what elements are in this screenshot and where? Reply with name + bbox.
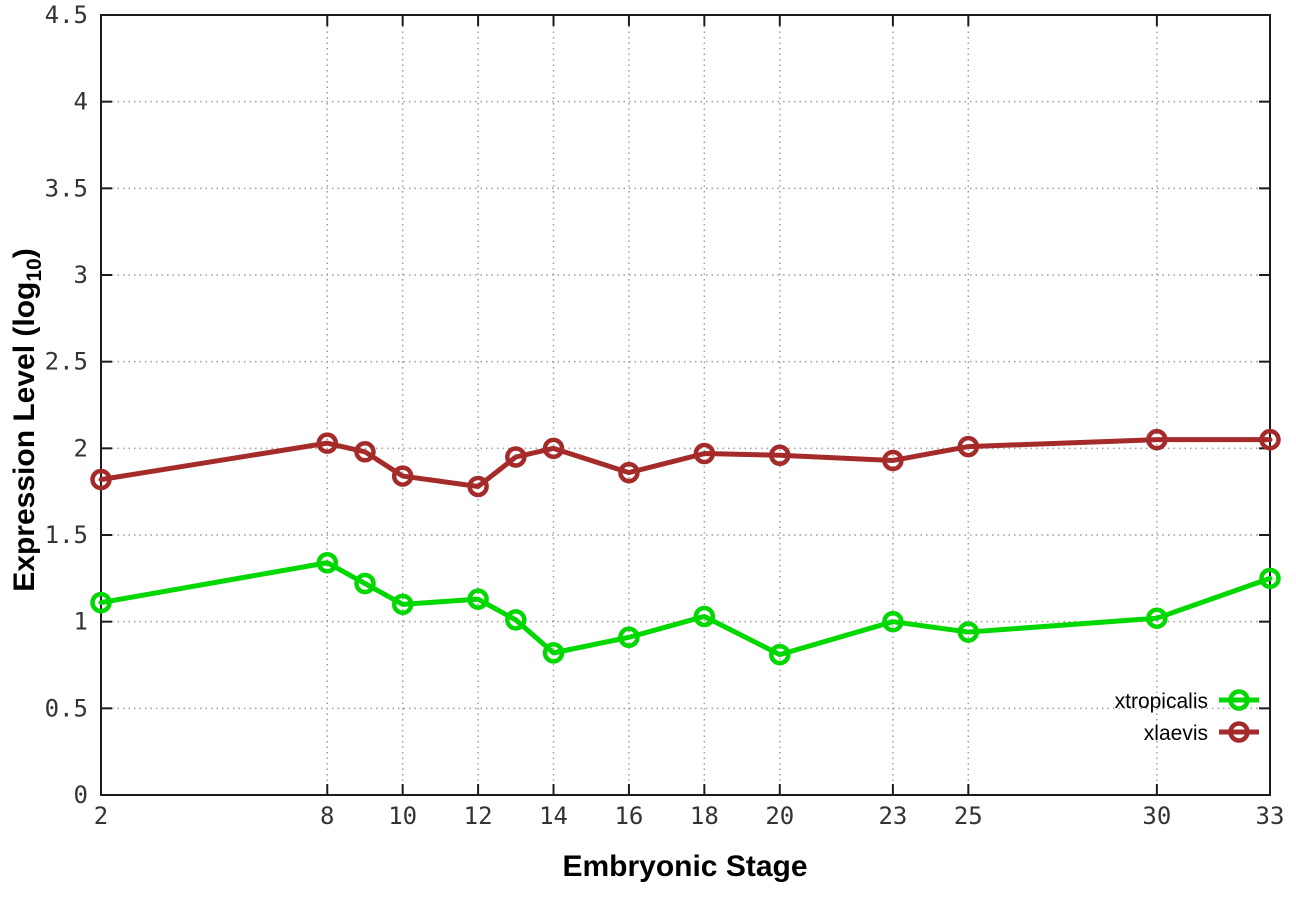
x-tick-label: 20 (765, 802, 794, 830)
data-point-xlaevis (467, 475, 489, 498)
y-tick-label: 3 (74, 261, 88, 289)
legend-label-xtropicalis: xtropicalis (1115, 690, 1208, 713)
data-point-xlaevis (882, 449, 904, 472)
data-point-xlaevis (542, 437, 565, 460)
data-series-layer (90, 428, 1281, 666)
data-point-xtropicalis (316, 551, 339, 574)
data-point-xlaevis (316, 432, 339, 454)
x-tick-label: 12 (464, 802, 493, 830)
y-tick-label: 2 (74, 434, 88, 462)
y-tick-label: 2.5 (45, 348, 88, 376)
axis-tick-marks (100, 14, 1271, 796)
data-point-xlaevis (391, 465, 414, 487)
y-tick-label: 1 (74, 608, 88, 636)
legend-label-xlaevis: xlaevis (1144, 722, 1208, 745)
series-line-xlaevis (98, 437, 1273, 489)
data-point-xtropicalis (957, 621, 980, 643)
data-point-xlaevis (693, 442, 716, 465)
y-axis-title-subscript: 10 (23, 258, 46, 281)
data-point-xtropicalis (354, 572, 376, 595)
data-point-xlaevis (769, 444, 791, 467)
x-tick-labels: 2 8 10 12 14 16 18 20 23 25 30 33 (94, 802, 1285, 830)
x-tick-label: 18 (690, 802, 719, 830)
legend-sample-marker-xtropicalis (1228, 689, 1250, 711)
data-point-xtropicalis (391, 593, 414, 616)
y-tick-label: 1.5 (45, 521, 88, 549)
data-point-xtropicalis (542, 642, 565, 664)
x-tick-label: 14 (539, 802, 568, 830)
series-line-xtropicalis (98, 560, 1273, 658)
data-point-xtropicalis (693, 605, 716, 628)
data-point-xtropicalis (90, 591, 112, 614)
x-tick-label: 25 (954, 802, 983, 830)
data-point-xtropicalis (882, 610, 904, 633)
x-tick-label: 10 (388, 802, 417, 830)
data-point-xlaevis (618, 461, 640, 484)
legend-sample-marker-xlaevis (1228, 721, 1250, 743)
data-point-xlaevis (1146, 428, 1168, 451)
data-point-xlaevis (90, 468, 112, 491)
y-axis-title-main: Expression Level (log (8, 282, 41, 592)
gridlines (100, 14, 1271, 796)
y-axis-title-close: ) (8, 248, 41, 258)
y-tick-label: 0.5 (45, 694, 88, 722)
data-point-xlaevis (505, 446, 527, 468)
y-tick-label: 0 (74, 781, 88, 809)
legend-item-xlaevis: xlaevis (1144, 721, 1259, 745)
x-tick-label: 8 (320, 802, 334, 830)
x-tick-label: 16 (614, 802, 643, 830)
data-point-xtropicalis (467, 588, 489, 610)
x-tick-label: 30 (1142, 802, 1171, 830)
data-point-xtropicalis (618, 626, 640, 649)
x-tick-label: 23 (878, 802, 907, 830)
y-tick-label: 4.5 (45, 1, 88, 29)
y-axis-title: Expression Level (log10) (8, 248, 46, 591)
legend: xtropicalis xlaevis (1115, 689, 1259, 745)
plot-border (100, 14, 1271, 796)
data-point-xlaevis (1259, 428, 1281, 451)
x-axis-title: Embryonic Stage (562, 850, 807, 883)
y-tick-label: 3.5 (45, 174, 88, 202)
legend-item-xtropicalis: xtropicalis (1115, 689, 1259, 713)
data-point-xtropicalis (769, 643, 791, 666)
data-point-xtropicalis (1259, 567, 1281, 590)
data-point-xlaevis (354, 441, 376, 463)
data-point-xtropicalis (505, 609, 527, 631)
x-tick-label: 2 (94, 802, 108, 830)
data-point-xtropicalis (1146, 607, 1168, 629)
y-tick-labels: 0 0.5 1 1.5 2 2.5 3 3.5 4 4.5 (45, 1, 88, 809)
x-tick-label: 33 (1256, 802, 1285, 830)
y-tick-label: 4 (74, 88, 88, 116)
data-point-xlaevis (957, 435, 980, 458)
